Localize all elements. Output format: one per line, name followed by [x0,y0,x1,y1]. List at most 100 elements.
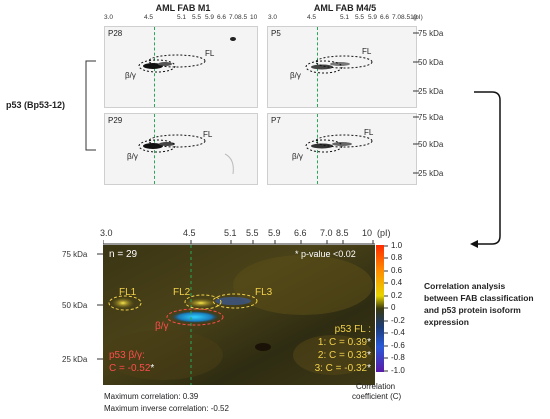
side-note: Correlation analysis between FAB classif… [424,280,534,328]
gel-spots [305,55,373,74]
ph-tick: 4.5 [144,14,154,21]
fl2-label: FL2 [173,287,191,298]
ph-tick: 3.0 [104,14,114,21]
ph-tick: 6.6 [294,228,307,238]
colorbar-tick: -1.0 [391,366,405,375]
p53-fl-row: 2: C = 0.33* [293,349,371,362]
gel-label: P5 [271,29,281,38]
col-title-m1: AML FAB M1 [155,3,211,13]
kda-label: 25 kDa [418,87,444,96]
colorbar-tick: -0.6 [391,341,405,350]
ph-tick: 10 [250,14,258,21]
colorbar-tick: 1.0 [391,241,403,250]
ph-tick: 5.9 [368,14,378,21]
ph-axis-bottom [103,240,375,245]
kda-label: 75 kDa [418,29,444,38]
colorbar-ticks [384,245,388,372]
p53-bg-title: p53 β/γ: [109,350,145,361]
gel-p28: P28 FL β/γ [104,26,258,108]
gel-label: P7 [271,116,281,125]
fl-label: FL [364,128,374,137]
significance-star: * [367,350,371,361]
colorbar-label: coefficient (C) [352,392,402,401]
n-label: n = 29 [109,249,138,260]
ph-tick: (pI) [377,228,391,238]
col-title-m45: AML FAB M4/5 [313,3,377,13]
p53-fl-title: p53 FL : [334,324,371,335]
p53-bg-note: p53 β/γ: C = -0.52* [109,349,154,375]
gel-spots [138,134,234,175]
pvalue-label: * p-value <0.02 [295,249,356,259]
colorbar-tick: 0.6 [391,266,403,275]
significance-star: * [367,337,371,348]
ph-tick: 5.5 [246,228,259,238]
ph-tick: 3.0 [100,228,113,238]
ph-tick: 5.1 [177,14,187,21]
max-inverse-correlation: Maximum inverse correlation: -0.52 [104,404,229,413]
bg-label: β/γ [290,71,301,80]
max-correlation: Maximum correlation: 0.39 [104,392,199,401]
ph-tick: 6.6 [217,14,227,21]
colorbar-tick: 0.2 [391,291,403,300]
side-note-line: Correlation analysis [424,281,506,291]
p53-fl-row: 3: C = -0.32* [293,362,371,375]
antibody-label: p53 (Bp53-12) [6,100,66,110]
ph-tick: 5.9 [268,228,281,238]
ph-tick: 5.1 [224,228,237,238]
kda-label: 50 kDa [418,140,444,149]
bg-label: β/γ [127,152,138,161]
ph-tick: 3.0 [268,14,278,21]
ph-tick: 7.0 [320,228,333,238]
kda-label: 75 kDa [62,250,88,259]
fl-label: FL [362,47,372,56]
p53-fl-value: 1: C = 0.39 [317,337,368,348]
kda-ticks [413,32,419,174]
ph-tick: 8.5 [336,228,349,238]
fl1-label: FL1 [119,287,137,298]
colorbar-tick: 0.4 [391,278,403,287]
ph-tick: 5.5 [192,14,202,21]
colorbar-tick: -0.8 [391,353,405,362]
significance-star: * [367,363,371,374]
gel-spots [138,37,236,73]
ph-tick: 4.5 [307,14,317,21]
ph-tick: 10 [362,228,373,238]
p53-fl-value: 3: C = -0.32 [314,363,368,374]
ph-tick: 5.1 [340,14,350,21]
reference-line [154,114,155,184]
ph-tick: 6.6 [380,14,390,21]
gel-spots [305,134,373,153]
bracket [85,60,96,151]
p53-fl-row: 1: C = 0.39* [293,336,371,349]
side-note-line: between FAB classification [424,293,534,303]
kda-label: 75 kDa [418,113,444,122]
ph-tick: 5.9 [205,14,215,21]
bg-label: β/γ [125,71,136,80]
kda-label: 50 kDa [418,58,444,67]
ph-tick: (pI) [413,14,423,21]
colorbar-tick: -0.2 [391,316,405,325]
colorbar [376,245,384,372]
colorbar-tick: 0 [391,303,396,312]
bg-label: β/γ [155,321,169,332]
flow-arrow [470,91,501,248]
gel-p5: P5 FL β/γ [267,26,417,108]
fl-label: FL [205,49,215,58]
gel-p7: P7 FL β/γ [267,113,417,185]
kda-ticks-bottom [97,253,103,360]
fl-label: FL [203,130,213,139]
correlation-heatmap: n = 29 * p-value <0.02 FL1 FL2 FL3 β/γ p… [103,245,375,385]
kda-label: 25 kDa [62,355,88,364]
kda-label: 50 kDa [62,301,88,310]
p53-bg-value: C = -0.52 [109,363,151,374]
ph-tick: 5.5 [355,14,365,21]
reference-line [317,114,318,184]
colorbar-tick: -0.4 [391,328,405,337]
p53-bg-value-row: C = -0.52* [109,362,154,375]
ph-tick: 7.08.510 [392,14,418,21]
colorbar-tick: 0.8 [391,253,403,262]
p53-fl-value: 2: C = 0.33 [317,350,368,361]
side-note-line: and p53 protein isoform [424,305,521,315]
kda-label: 25 kDa [418,169,444,178]
gel-p29: P29 FL β/γ [104,113,258,185]
